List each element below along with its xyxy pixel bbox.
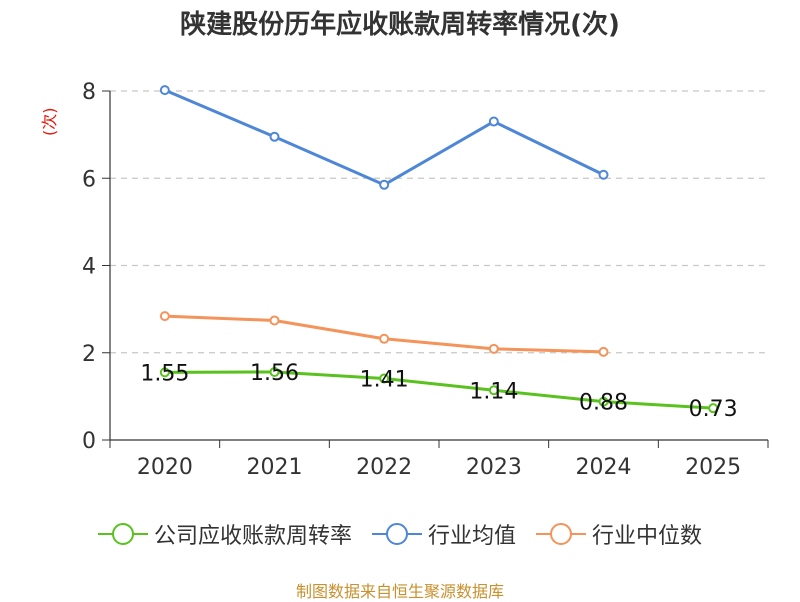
y-tick-label-0: 0 bbox=[82, 429, 96, 454]
data-point-s1-2020 bbox=[159, 85, 170, 96]
legend-item-company[interactable]: 公司应收账款周转率 bbox=[97, 518, 352, 550]
data-point-s1-2021 bbox=[269, 131, 280, 142]
x-tick-label-2021: 2021 bbox=[247, 455, 303, 480]
data-label-2025: 0.73 bbox=[689, 397, 738, 422]
data-point-s2-2021 bbox=[269, 315, 280, 326]
chart-title: 陕建股份历年应收账款周转率情况(次) bbox=[180, 10, 620, 40]
data-point-s0-2020 bbox=[159, 367, 170, 378]
series-line-0 bbox=[164, 370, 714, 410]
legend-marker-company bbox=[97, 522, 148, 546]
legend-label-industry-mean: 行业均值 bbox=[427, 524, 516, 549]
legend-item-industry-median[interactable]: 行业中位数 bbox=[536, 518, 702, 550]
y-tick-label-2: 2 bbox=[82, 342, 96, 367]
data-label-2020: 1.55 bbox=[140, 361, 189, 386]
legend-label-company: 公司应收账款周转率 bbox=[153, 524, 352, 549]
data-point-s0-2025 bbox=[708, 403, 719, 414]
data-point-s0-2022 bbox=[379, 373, 390, 384]
data-point-s1-2022 bbox=[379, 179, 390, 190]
legend: 公司应收账款周转率 行业均值 行业中位数 bbox=[0, 518, 800, 550]
data-point-s2-2024 bbox=[598, 346, 609, 357]
data-label-2023: 1.14 bbox=[469, 379, 518, 404]
x-tick-label-2022: 2022 bbox=[356, 455, 412, 480]
y-tick-label-4: 4 bbox=[82, 255, 96, 280]
data-point-s0-2024 bbox=[598, 396, 609, 407]
data-point-s2-2023 bbox=[488, 343, 499, 354]
y-tick-label-8: 8 bbox=[82, 80, 96, 105]
data-point-s0-2021 bbox=[269, 366, 280, 377]
data-source-note: 制图数据来自恒生聚源数据库 bbox=[295, 582, 504, 601]
y-tick-label-6: 6 bbox=[82, 167, 96, 192]
x-tick-label-2025: 2025 bbox=[685, 455, 741, 480]
data-label-2022: 1.41 bbox=[360, 367, 409, 392]
legend-marker-industry-median bbox=[536, 522, 586, 546]
data-point-s2-2020 bbox=[159, 311, 170, 322]
series-line-1 bbox=[164, 88, 605, 187]
x-tick-label-2020: 2020 bbox=[137, 455, 193, 480]
x-tick-label-2024: 2024 bbox=[576, 455, 632, 480]
data-point-s2-2022 bbox=[379, 333, 390, 344]
data-point-s1-2023 bbox=[488, 116, 499, 127]
legend-marker-industry-mean bbox=[371, 522, 422, 546]
legend-item-industry-mean[interactable]: 行业均值 bbox=[371, 518, 516, 550]
data-point-s0-2023 bbox=[488, 385, 499, 396]
data-point-s1-2024 bbox=[598, 169, 609, 180]
x-tick-label-2023: 2023 bbox=[466, 455, 522, 480]
data-label-2024: 0.88 bbox=[579, 391, 628, 416]
legend-label-industry-median: 行业中位数 bbox=[592, 524, 703, 549]
data-label-2021: 1.56 bbox=[250, 361, 299, 386]
